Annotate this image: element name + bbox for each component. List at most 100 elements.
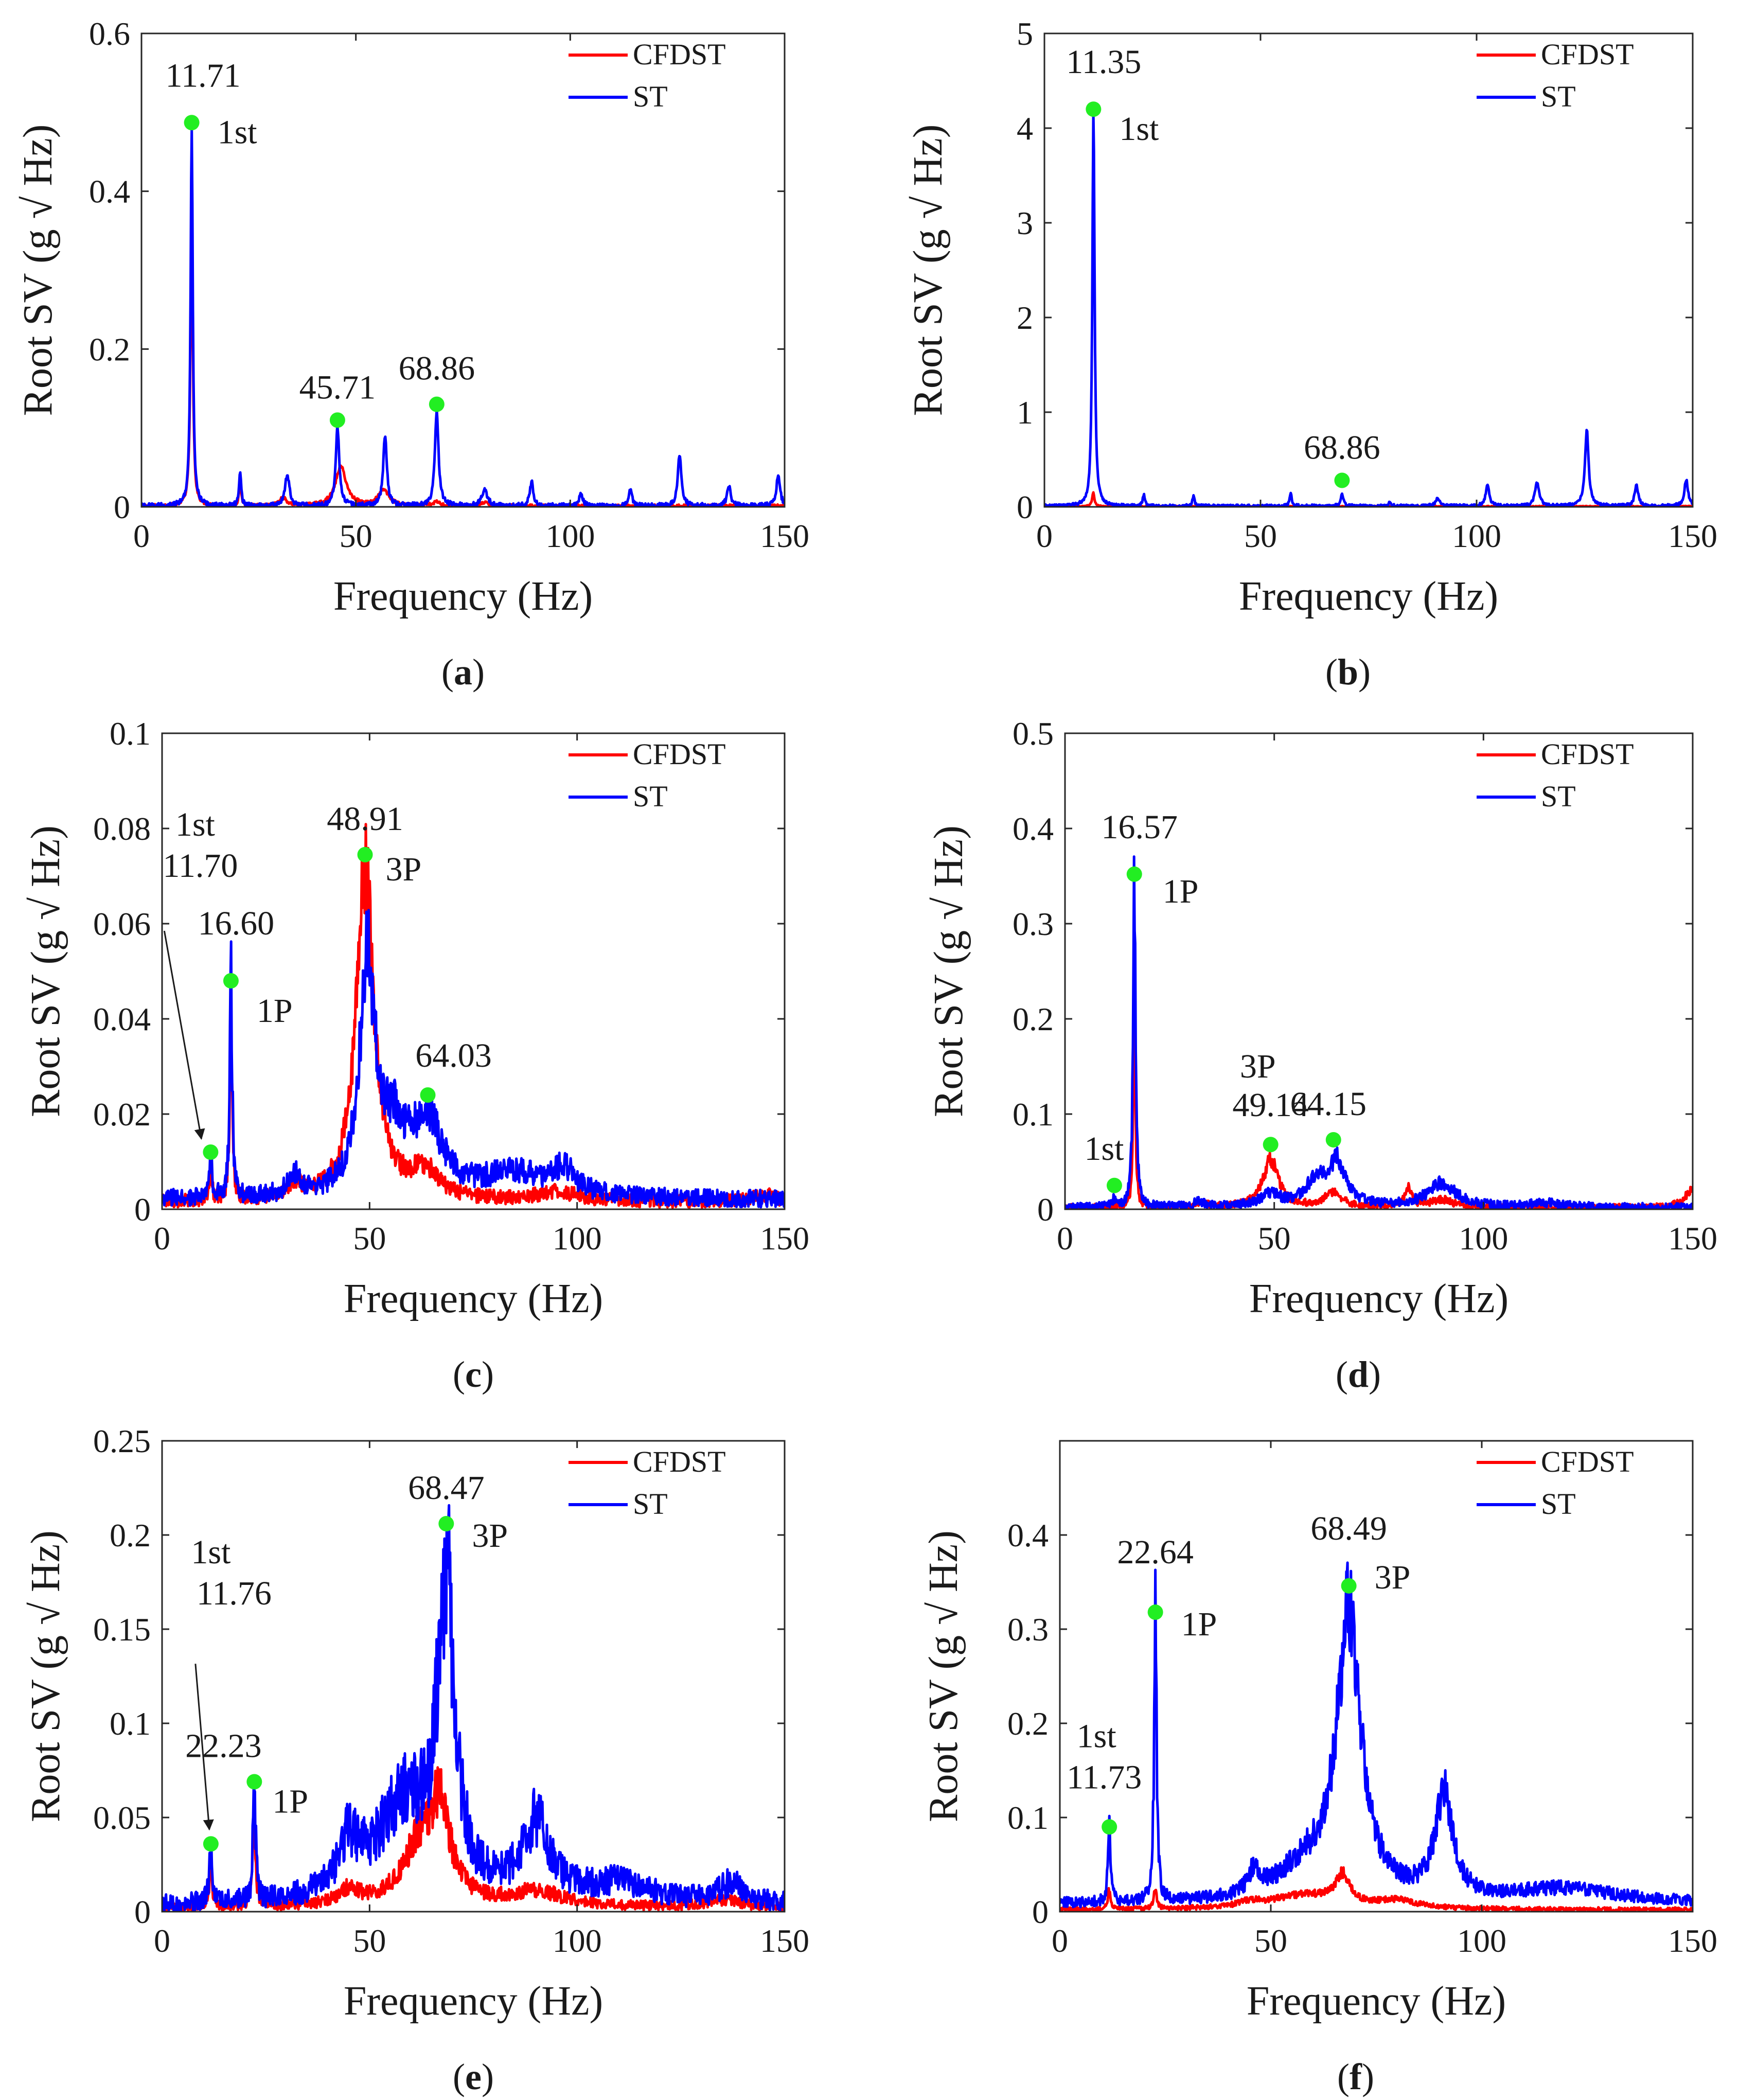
panel-caption: (b) <box>1325 651 1371 693</box>
peak-annotation: 49.14 <box>1232 1086 1309 1124</box>
peak-annotation: 1st <box>1077 1717 1116 1755</box>
y-tick-label: 0.3 <box>1007 1611 1049 1648</box>
legend-label-st: ST <box>1541 1487 1576 1521</box>
peak-annotation: 22.64 <box>1117 1533 1194 1571</box>
y-tick-label: 3 <box>1017 205 1033 241</box>
caption-close: ) <box>1358 651 1371 693</box>
peak-marker <box>1102 1819 1117 1835</box>
panel-d: 0 50 100 150 0 0.1 0.2 0.3 0.4 0.5 Frequency (Hz) R… <box>926 715 1717 1395</box>
x-tick-label: 0 <box>1036 518 1053 554</box>
x-tick-label: 50 <box>1254 1922 1287 1959</box>
y-axis-label: Root SV (g √ Hz) <box>921 1530 966 1822</box>
x-tick-label: 100 <box>553 1922 602 1959</box>
peak-annotation: 1st <box>175 806 215 843</box>
y-tick-label: 0 <box>134 1191 151 1228</box>
annotation-arrow <box>163 930 205 1140</box>
peak-annotation: 1st <box>1119 110 1159 148</box>
x-tick-label: 150 <box>1668 1220 1717 1257</box>
x-tick-label: 100 <box>1452 518 1501 554</box>
y-tick-label: 0.3 <box>1013 906 1054 942</box>
legend: CFDST ST <box>1477 1445 1634 1521</box>
caption-letter: d <box>1348 1354 1369 1395</box>
x-tick-label: 50 <box>1244 518 1277 554</box>
peak-marker <box>203 1144 219 1160</box>
peak-annotation: 1P <box>1181 1605 1217 1643</box>
y-tick-label: 0.06 <box>93 906 151 942</box>
peak-marker <box>420 1087 436 1103</box>
series-line-st <box>1065 855 1693 1209</box>
peak-annotation: 3P <box>472 1517 508 1555</box>
x-tick-label: 0 <box>154 1220 170 1257</box>
x-axis-label: Frequency (Hz) <box>1249 1276 1508 1321</box>
caption-close: ) <box>1369 1354 1381 1395</box>
panel-a: 0 50 100 150 0 0.2 0.4 0.6 Frequency (Hz) Root SV… <box>15 15 809 693</box>
legend: CFDST ST <box>569 38 726 113</box>
caption-open: ( <box>441 651 454 693</box>
x-tick-label: 0 <box>1057 1220 1073 1257</box>
caption-letter: c <box>465 1354 482 1395</box>
y-tick-label: 0.04 <box>93 1001 151 1037</box>
caption-close: ) <box>482 2056 494 2097</box>
y-tick-label: 0.5 <box>1013 715 1054 752</box>
legend-label-cfdst: CFDST <box>633 38 726 71</box>
x-tick-label: 100 <box>1459 1220 1508 1257</box>
y-tick-label: 0.1 <box>1007 1799 1049 1836</box>
caption-open: ( <box>453 2056 465 2097</box>
annotation-arrow <box>194 1664 214 1831</box>
x-tick-label: 150 <box>1668 1922 1717 1959</box>
y-axis-label: Root SV (g √ Hz) <box>23 1530 68 1822</box>
peak-marker <box>1334 472 1350 488</box>
x-tick-label: 100 <box>545 518 595 554</box>
peak-marker <box>1263 1137 1279 1153</box>
legend-label-st: ST <box>633 1487 668 1521</box>
peak-annotation: 3P <box>1375 1559 1411 1596</box>
caption-close: ) <box>1362 2056 1374 2097</box>
caption-letter: f <box>1350 2056 1362 2097</box>
peak-annotation: 1st <box>218 113 257 151</box>
y-tick-label: 0.25 <box>93 1423 151 1459</box>
peak-annotation: 11.35 <box>1066 43 1141 81</box>
legend-label-cfdst: CFDST <box>633 737 726 771</box>
y-axis-label: Root SV (g √ Hz) <box>15 125 61 416</box>
panel-f: 0 50 100 150 0 0.1 0.2 0.3 0.4 Frequency (Hz) Root… <box>921 1440 1717 2097</box>
peak-marker <box>1341 1578 1357 1594</box>
peak-annotation: 1P <box>257 992 293 1030</box>
y-tick-label: 0.2 <box>1007 1705 1049 1742</box>
x-tick-label: 50 <box>353 1922 386 1959</box>
y-tick-label: 0.6 <box>89 15 130 52</box>
panel-caption: (c) <box>453 1354 494 1395</box>
peak-marker <box>246 1774 262 1790</box>
legend-label-cfdst: CFDST <box>1541 38 1634 71</box>
peak-marker <box>1086 101 1102 117</box>
y-tick-label: 2 <box>1017 299 1033 336</box>
series-line-st <box>141 128 785 507</box>
y-axis-label: Root SV (g √ Hz) <box>23 825 68 1117</box>
y-tick-label: 0 <box>114 489 130 525</box>
peak-annotation: 16.57 <box>1102 808 1178 846</box>
x-tick-label: 100 <box>553 1220 602 1257</box>
legend: CFDST ST <box>1477 38 1634 113</box>
y-tick-label: 0.02 <box>93 1096 151 1133</box>
peak-marker <box>203 1836 219 1852</box>
y-tick-label: 0.08 <box>93 810 151 847</box>
series-line-st <box>1044 111 1693 507</box>
plot-frame <box>161 732 786 1210</box>
x-axis-label: Frequency (Hz) <box>1247 1979 1506 2024</box>
x-tick-label: 50 <box>340 518 372 554</box>
peak-marker <box>438 1516 454 1532</box>
peak-marker <box>184 115 200 131</box>
y-tick-label: 0.2 <box>1013 1001 1054 1037</box>
y-axis-label: Root SV (g √ Hz) <box>906 125 951 416</box>
y-tick-label: 0.15 <box>93 1611 151 1648</box>
series-line-cfdst <box>1060 1866 1693 1912</box>
y-tick-label: 0 <box>1032 1894 1049 1930</box>
peak-annotation: 64.03 <box>415 1037 492 1074</box>
peak-annotation: 11.71 <box>166 57 241 94</box>
x-tick-label: 0 <box>1052 1922 1068 1959</box>
legend: CFDST ST <box>569 737 726 813</box>
y-axis-label: Root SV (g √ Hz) <box>926 825 971 1117</box>
x-tick-label: 150 <box>1668 518 1717 554</box>
plot-frame <box>161 1440 786 1913</box>
peak-annotation: 64.15 <box>1290 1085 1367 1123</box>
